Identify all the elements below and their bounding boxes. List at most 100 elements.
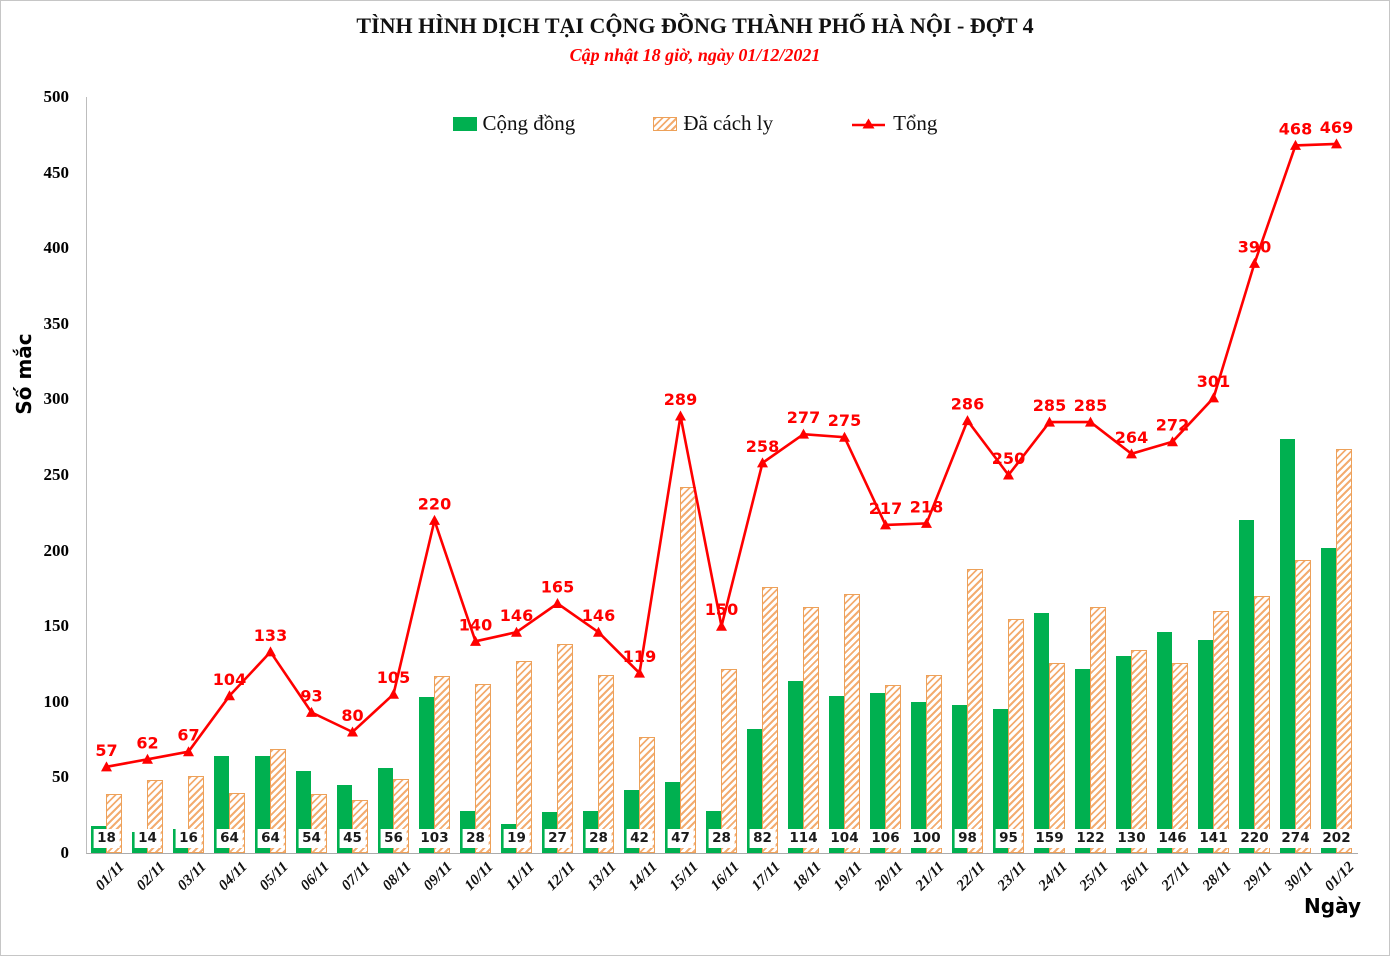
x-tick-date-label: 05/11 <box>256 859 292 894</box>
category-column: 122 25/11 <box>1070 97 1112 894</box>
category-column: 106 20/11 <box>865 97 907 894</box>
x-tick-date-label: 24/11 <box>1035 859 1071 894</box>
cong-dong-value-label: 141 <box>1195 829 1232 848</box>
x-axis-title: Ngày <box>1304 894 1361 918</box>
y-tick-label: 450 <box>43 162 70 182</box>
bar-cong-dong <box>1239 520 1254 853</box>
category-column: 28 16/11 <box>701 97 743 894</box>
cong-dong-value-label: 103 <box>416 829 453 848</box>
y-tick-label: 350 <box>43 313 70 333</box>
category-column: 141 28/11 <box>1193 97 1235 894</box>
category-column: 47 15/11 <box>660 97 702 894</box>
x-tick-date-label: 23/11 <box>994 859 1030 894</box>
x-tick-date-label: 01/12 <box>1322 859 1358 895</box>
legend-label: Tổng <box>893 111 938 135</box>
chart-title: TÌNH HÌNH DỊCH TẠI CỘNG ĐỒNG THÀNH PHỐ H… <box>356 13 1034 38</box>
legend-item-cong-dong: Cộng đồng <box>452 111 576 136</box>
x-tick-date-label: 29/11 <box>1240 859 1276 894</box>
cong-dong-value-label: 28 <box>708 829 735 848</box>
category-column: 19 11/11 <box>496 97 538 893</box>
category-column: 54 06/11 <box>291 97 333 894</box>
bar-da-cach-ly <box>1295 559 1311 853</box>
x-tick-date-label: 22/11 <box>953 859 989 894</box>
y-tick-label: 150 <box>43 616 70 636</box>
cong-dong-value-label: 27 <box>544 829 571 848</box>
x-tick-date-label: 01/11 <box>92 859 128 894</box>
bar-cong-dong <box>1157 632 1172 853</box>
x-tick-date-label: 21/11 <box>912 859 948 894</box>
bar-da-cach-ly <box>803 606 819 853</box>
bar-cong-dong <box>788 680 803 853</box>
bar-cong-dong <box>214 756 229 853</box>
x-tick-date-label: 06/11 <box>297 859 333 894</box>
chart-subtitle: Cập nhật 18 giờ, ngày 01/12/2021 <box>569 45 821 65</box>
red-line-triangle-icon <box>852 118 886 128</box>
category-column: 95 23/11 <box>988 97 1030 894</box>
category-column: 103 09/11 <box>414 97 456 894</box>
legend-label: Cộng đồng <box>482 111 576 135</box>
bar-cong-dong <box>1321 547 1336 853</box>
category-column: 114 18/11 <box>783 97 825 894</box>
bar-da-cach-ly <box>721 668 737 853</box>
x-tick-date-label: 26/11 <box>1117 859 1153 894</box>
cong-dong-value-label: 42 <box>626 829 653 848</box>
y-tick-label: 500 <box>43 87 70 106</box>
bar-da-cach-ly <box>1172 662 1188 853</box>
cong-dong-value-label: 45 <box>339 829 366 848</box>
bar-da-cach-ly <box>844 594 860 853</box>
category-column: 64 04/11 <box>209 97 251 894</box>
category-column: 64 05/11 <box>250 97 292 894</box>
bar-cong-dong <box>1075 668 1090 853</box>
y-tick-label: 200 <box>43 540 70 560</box>
x-tick-date-label: 27/11 <box>1158 859 1194 894</box>
bar-da-cach-ly <box>1008 618 1024 853</box>
category-column: 104 19/11 <box>824 97 866 894</box>
x-tick-date-label: 18/11 <box>789 859 825 894</box>
y-tick-label: 50 <box>52 767 69 787</box>
category-column: 16 03/11 <box>168 97 210 894</box>
x-tick-date-label: 08/11 <box>379 859 415 894</box>
legend-item-da-cach-ly: Đã cách ly <box>653 111 773 136</box>
cong-dong-value-label: 106 <box>867 829 904 848</box>
x-tick-date-label: 11/11 <box>503 859 538 894</box>
cong-dong-value-label: 104 <box>826 829 863 848</box>
bar-da-cach-ly <box>434 676 450 853</box>
bar-da-cach-ly <box>1090 606 1106 853</box>
bar-da-cach-ly <box>762 586 778 853</box>
x-tick-date-label: 10/11 <box>461 859 497 894</box>
cong-dong-value-label: 202 <box>1318 829 1355 848</box>
legend: Cộng đồng Đã cách ly Tổng <box>1 111 1389 136</box>
x-tick-date-label: 02/11 <box>133 859 169 894</box>
cong-dong-value-label: 159 <box>1031 829 1068 848</box>
bar-da-cach-ly <box>475 683 491 853</box>
bar-da-cach-ly <box>598 674 614 853</box>
cong-dong-value-label: 47 <box>667 829 694 848</box>
bar-da-cach-ly <box>926 674 942 853</box>
cong-dong-value-label: 64 <box>216 829 243 848</box>
cong-dong-value-label: 274 <box>1277 829 1314 848</box>
cong-dong-value-label: 64 <box>257 829 284 848</box>
y-tick-label: 400 <box>43 238 70 258</box>
cong-dong-value-label: 28 <box>585 829 612 848</box>
green-bar-swatch-icon <box>452 116 477 131</box>
cong-dong-value-label: 28 <box>462 829 489 848</box>
cong-dong-value-label: 98 <box>954 829 981 848</box>
cong-dong-value-label: 100 <box>908 829 945 848</box>
bar-cong-dong <box>1280 438 1295 853</box>
category-column: 130 26/11 <box>1111 97 1153 894</box>
x-tick-date-label: 17/11 <box>748 859 784 894</box>
category-column: 100 21/11 <box>906 97 948 894</box>
x-tick-date-label: 28/11 <box>1199 859 1235 894</box>
y-tick-label: 300 <box>43 389 70 409</box>
bar-cong-dong <box>255 756 270 853</box>
cong-dong-value-label: 130 <box>1113 829 1150 848</box>
category-column: 220 29/11 <box>1234 97 1276 894</box>
bar-cong-dong <box>1034 612 1049 853</box>
cong-dong-value-label: 114 <box>785 829 822 848</box>
bar-da-cach-ly <box>885 685 901 853</box>
category-column: 14 02/11 <box>127 97 169 894</box>
legend-label: Đã cách ly <box>683 111 774 135</box>
x-tick-date-label: 03/11 <box>174 859 210 894</box>
category-column: 98 22/11 <box>947 97 989 894</box>
